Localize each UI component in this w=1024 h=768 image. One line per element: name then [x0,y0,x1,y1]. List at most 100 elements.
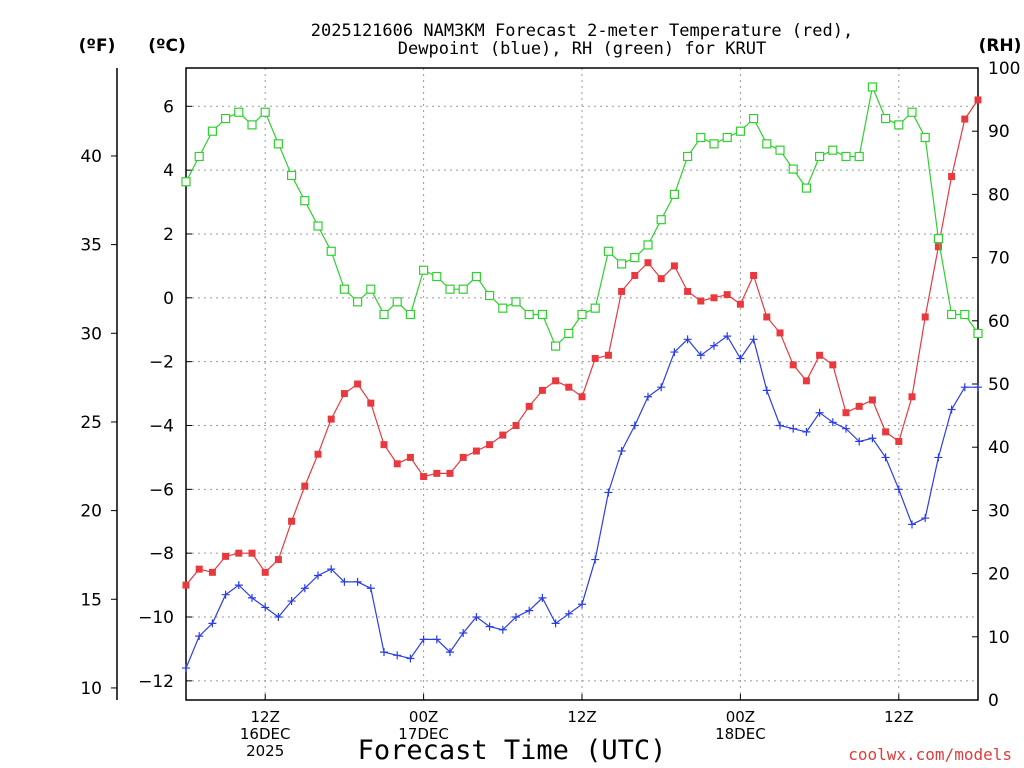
temperature-point [459,453,467,461]
chart-title-line-1: 2025121606 NAM3KM Forecast 2-meter Tempe… [311,21,853,41]
dewpoint-point [630,421,639,430]
series-layer [181,82,983,673]
dewpoint-point [749,335,758,344]
rh-tick-label: 20 [988,565,1010,585]
grid-lines [186,68,978,700]
temperature-point [934,243,942,251]
time-tick-label: 12Z [884,708,913,726]
rh-point [366,284,376,294]
rh-point [313,221,323,231]
rh-point [537,309,548,320]
temperature-point [618,287,626,295]
dewpoint-point [710,341,718,350]
celsius-tick-label: 2 [163,225,174,245]
rh-point [471,271,481,282]
temperature-point [288,517,296,525]
temperature-point [301,482,309,490]
dewpoint-point [182,664,190,673]
dewpoint-point [498,625,507,634]
dewpoint-point [248,593,256,602]
temperature-point [367,399,375,407]
temperature-point [235,549,243,557]
rh-point [221,113,231,124]
temperature-point [921,313,929,321]
rh-point [894,120,904,130]
fahrenheit-tick-label: 35 [80,236,102,256]
rh-point [524,309,534,320]
dewpoint-point [974,383,982,392]
rh-point [788,164,798,174]
dewpoint-point [472,613,481,622]
temperature-point [816,351,824,359]
dewpoint-point [683,335,692,344]
dewpoint-point [485,622,494,631]
dewpoint-point [446,648,454,657]
dewpoint-point [776,421,784,430]
celsius-tick-label: −10 [138,608,174,628]
time-tick-label: 00Z [726,708,755,726]
rh-point [577,309,587,320]
temperature-point [393,460,401,468]
rh-point [511,297,521,307]
fahrenheit-tick-label: 20 [80,502,102,522]
x-axis-title: Forecast Time (UTC) [358,735,667,766]
temperature-point [591,354,599,362]
rh-point [445,284,455,294]
rh-point [260,107,270,117]
temperature-point [604,351,612,359]
dewpoint-point [195,632,204,641]
fahrenheit-tick-label: 30 [80,324,102,344]
rh-point [498,303,508,313]
temperature-point [525,402,533,410]
dewpoint-point [393,651,402,660]
rh-point [828,145,838,155]
rh-point [696,132,706,143]
rh-point [616,259,627,269]
dewpoint-point [274,613,283,622]
temperature-point [789,361,797,369]
rh-point [379,309,389,320]
dewpoint-point [604,488,613,497]
dewpoint-point [934,453,943,462]
rh-point [207,126,217,136]
dewpoint-point [894,485,903,494]
dewpoint-point [564,609,573,618]
temperature-point [842,409,850,417]
axis-ticks: 6420−2−4−6−8−10−124035302520151010090807… [80,59,1020,760]
temperature-point [882,428,890,436]
temperature-point [802,377,810,385]
rh-point [353,297,363,307]
dewpoint-point [855,437,864,446]
temperature-point [433,469,441,477]
celsius-tick-label: −8 [149,544,174,564]
temperature-point [208,568,216,576]
rh-point [946,309,957,320]
dewpoint-point [828,418,837,427]
dewpoint-point [366,584,375,593]
celsius-tick-label: 4 [163,161,174,181]
temperature-point [895,437,903,445]
celsius-tick-label: −6 [149,480,174,500]
temperature-point [538,386,546,394]
temperature-point [710,294,718,302]
rh-point [709,139,719,149]
rh-point [550,341,561,351]
dewpoint-point [512,613,520,622]
dewpoint-point [340,577,349,586]
time-tick-label: 12Z [567,708,596,726]
temperature-point [974,96,982,104]
rh-point [432,271,442,282]
temperature-point [657,275,665,283]
rh-point [960,309,970,320]
temperature-point [736,300,744,308]
dewpoint-point [908,520,916,529]
dewpoint-point [591,555,600,564]
rh-tick-label: 0 [988,691,999,711]
temperature-point [776,329,784,337]
temperature-point [631,271,639,279]
dewpoint-point [921,514,930,523]
dewpoint-point [419,635,428,644]
rh-point [181,177,191,187]
time-tick-label: 00Z [409,708,438,726]
